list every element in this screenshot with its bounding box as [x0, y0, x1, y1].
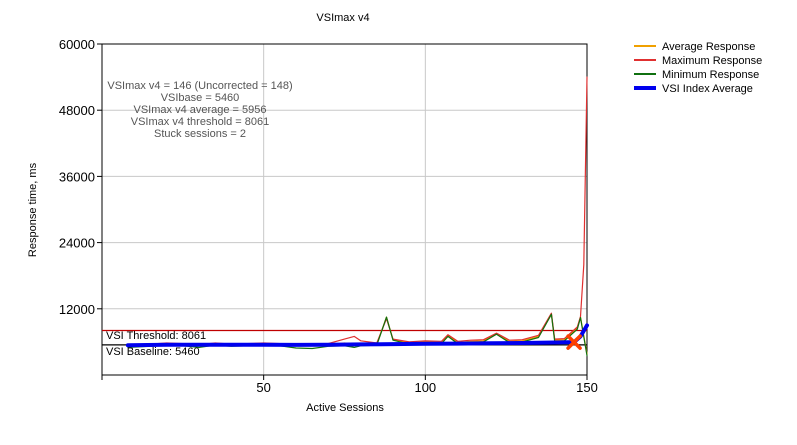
baseline-label: VSI Baseline: 5460 [106, 346, 200, 358]
y-tick-label-0: 12000 [59, 302, 95, 317]
info-line-vsibase: VSIbase = 5460 [161, 92, 240, 104]
y-tick-label-2: 36000 [59, 169, 95, 184]
series-lines [125, 76, 589, 357]
y-tick-label-3: 48000 [59, 103, 95, 118]
info-box: VSImax v4 = 146 (Uncorrected = 148) VSIb… [107, 80, 292, 140]
info-line-threshold: VSImax v4 threshold = 8061 [131, 116, 270, 128]
legend-label-maximum-response: Maximum Response [662, 55, 762, 67]
x-tick-label-2: 150 [576, 380, 598, 395]
legend: Average Response Maximum Response Minimum … [634, 41, 762, 95]
threshold-label: VSI Threshold: 8061 [106, 330, 206, 342]
legend-label-vsi-index-average: VSI Index Average [662, 83, 753, 95]
y-tick-label-1: 24000 [59, 236, 95, 251]
series-line-vsi-index-average [125, 323, 589, 348]
info-line-stuck: Stuck sessions = 2 [154, 128, 246, 140]
info-line-vsimax: VSImax v4 = 146 (Uncorrected = 148) [107, 80, 292, 92]
info-line-average: VSImax v4 average = 5956 [134, 104, 267, 116]
x-tick-label-1: 100 [414, 380, 436, 395]
x-tick-label-0: 50 [256, 380, 270, 395]
x-axis-label: Active Sessions [306, 402, 384, 414]
vsimax-marker-stroke-2 [566, 334, 582, 350]
chart-title: VSImax v4 [316, 12, 369, 24]
axes-ticks: 50 100 150 12000 24000 36000 48000 60000 [59, 37, 598, 395]
y-axis-label: Response time, ms [27, 162, 39, 257]
legend-label-average-response: Average Response [662, 41, 755, 53]
y-tick-label-4: 60000 [59, 37, 95, 52]
legend-label-minimum-response: Minimum Response [662, 69, 759, 81]
vsimax-marker [566, 334, 582, 350]
plot-area [101, 43, 588, 376]
gridlines [102, 44, 587, 375]
